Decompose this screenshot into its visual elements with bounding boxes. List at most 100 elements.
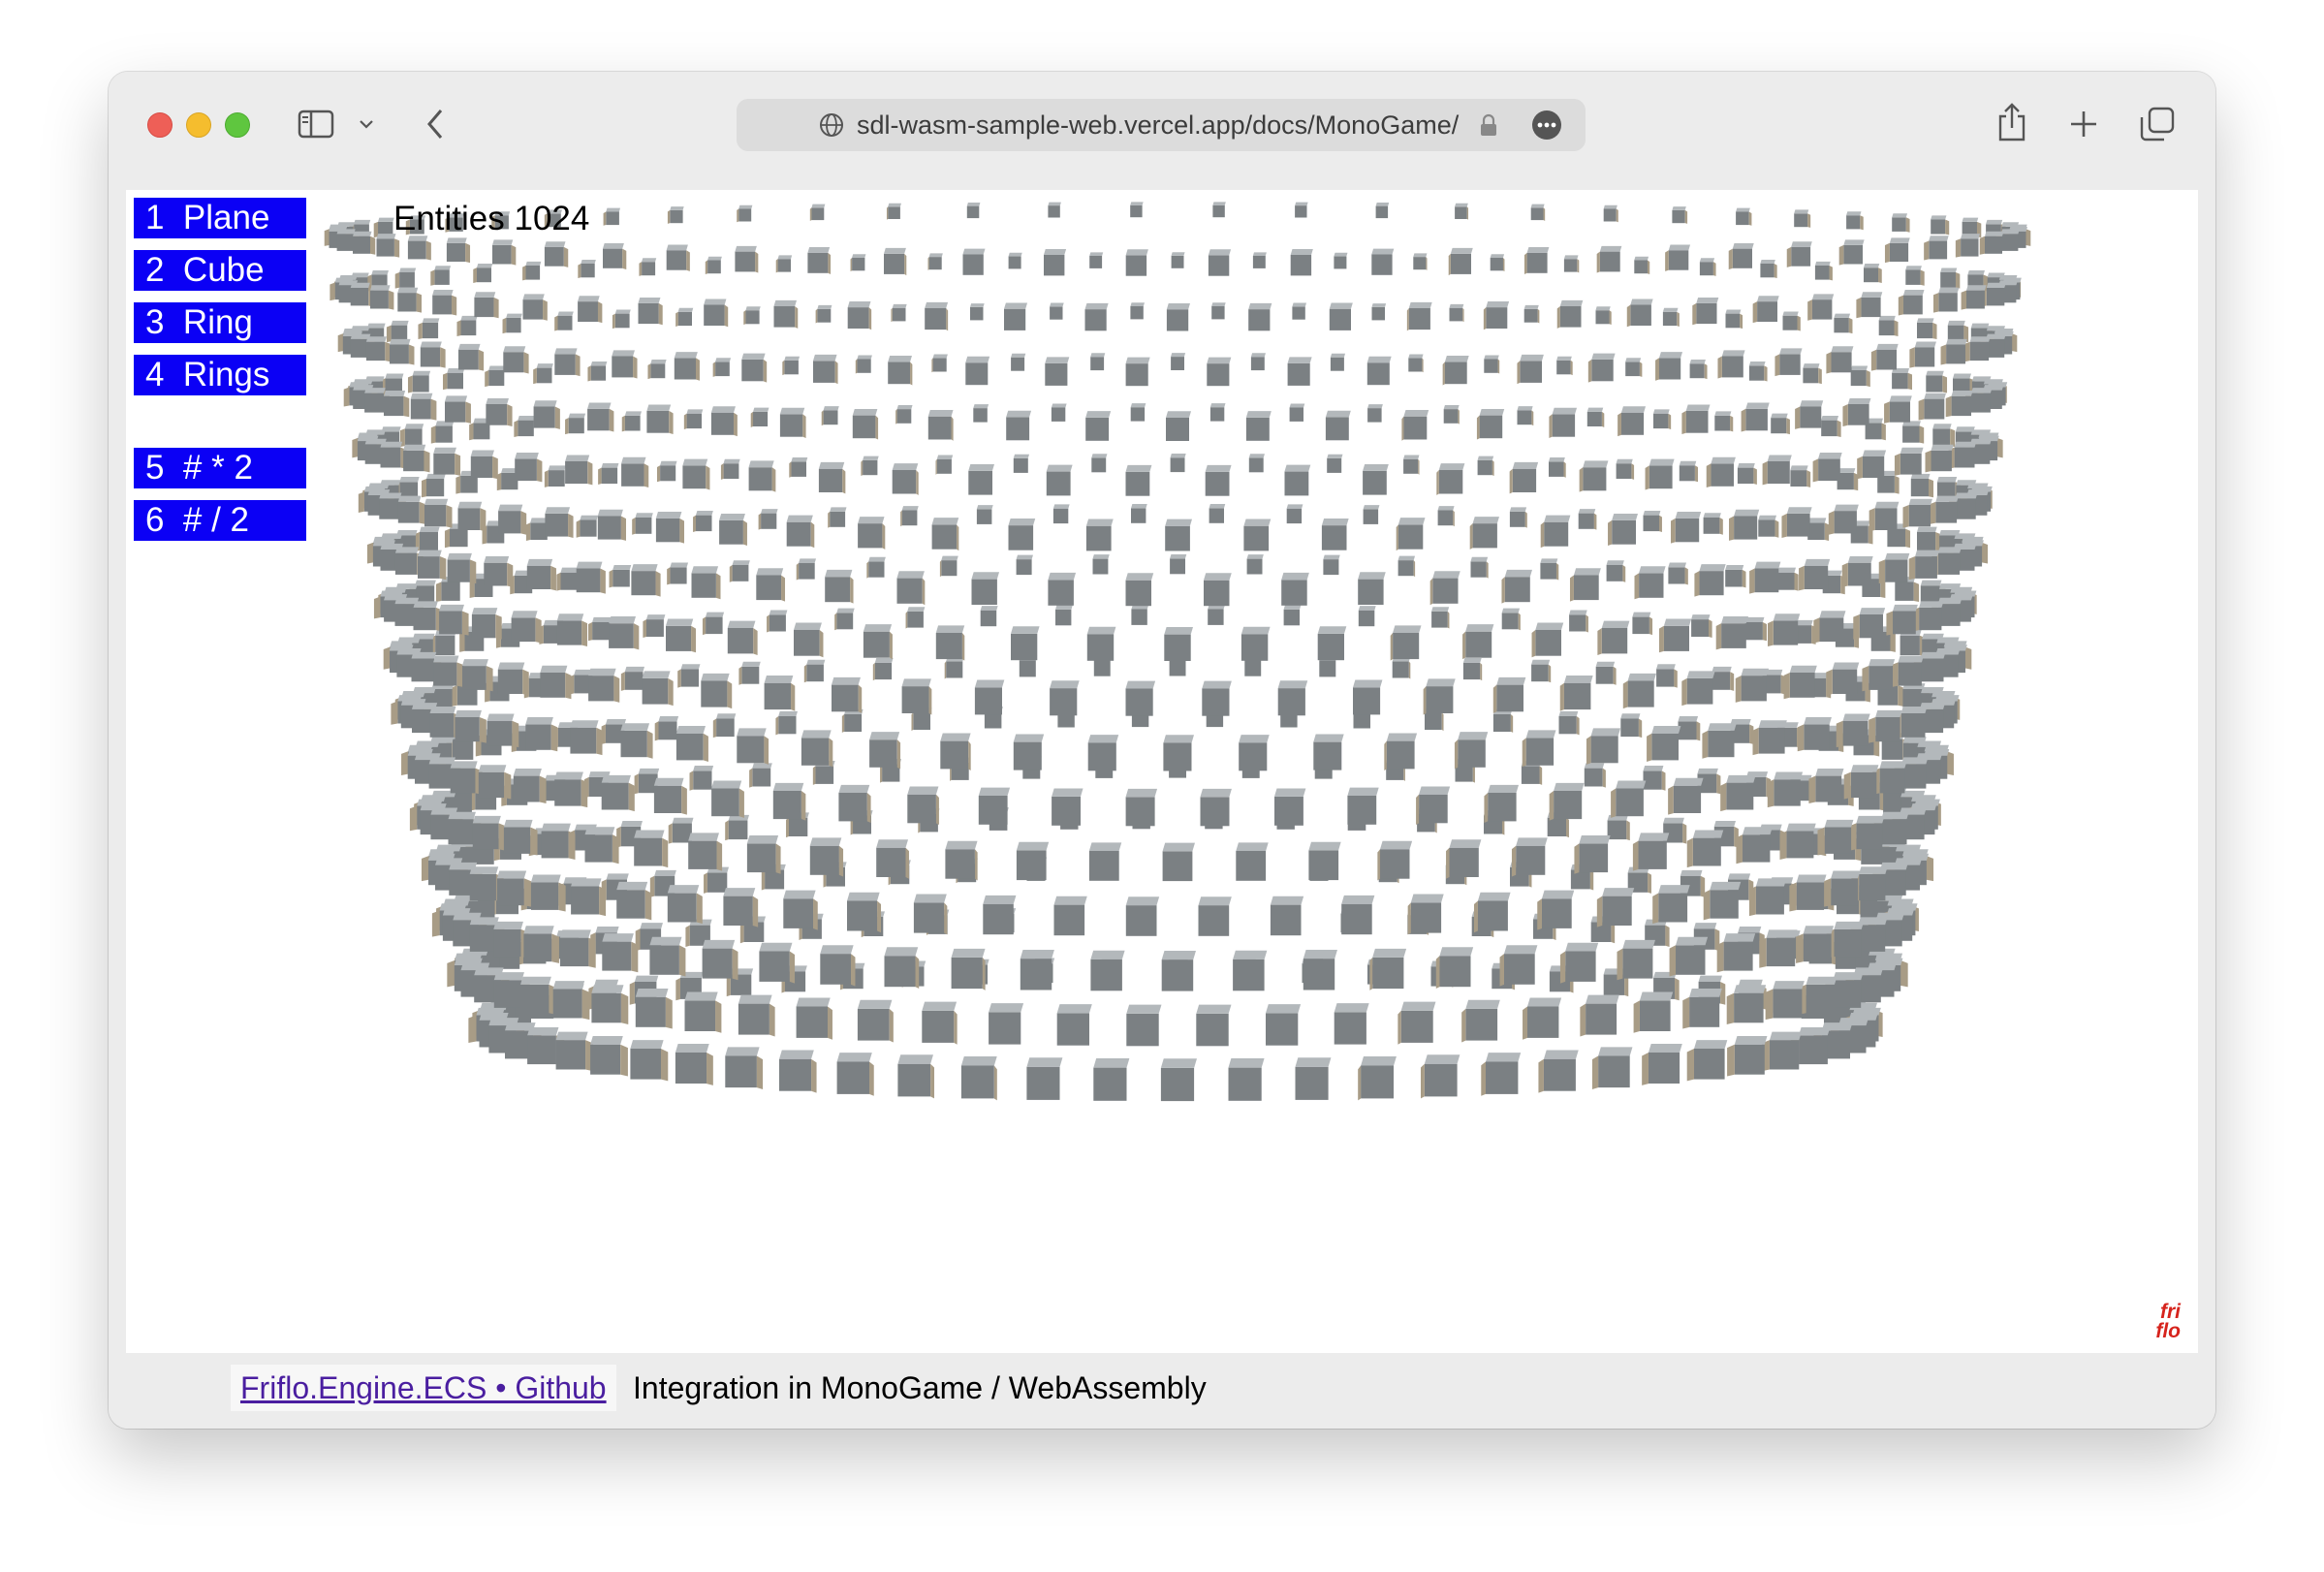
cube-face (1516, 845, 1546, 875)
cube-side (554, 315, 558, 331)
cube-face (460, 475, 478, 493)
cube-face (1347, 796, 1377, 825)
double-entities-button[interactable]: 5 # * 2 (134, 448, 306, 488)
github-link[interactable]: Friflo.Engine.ECS • Github (231, 1365, 616, 1411)
minimize-window-button[interactable] (186, 112, 211, 138)
cube-top (384, 390, 406, 396)
cube-face (1565, 951, 1596, 982)
cube-top (1738, 979, 1763, 987)
cube-button[interactable]: 2 Cube (134, 250, 306, 291)
ring-button[interactable]: 3 Ring (134, 302, 306, 343)
cube-top (1209, 403, 1226, 408)
cube-top (426, 473, 446, 480)
cube-top (1643, 511, 1661, 516)
cube-face (1935, 501, 1958, 523)
rings-button[interactable]: 4 Rings (134, 355, 306, 395)
cube-side (550, 724, 558, 752)
halve-entities-button[interactable]: 6 # / 2 (134, 500, 306, 541)
chevron-down-icon[interactable] (357, 114, 376, 134)
cube-top (965, 356, 990, 363)
cube-face (1334, 1012, 1366, 1045)
cube-side (629, 981, 635, 1005)
cube-top (1869, 659, 1896, 667)
cube-side (1580, 1003, 1586, 1037)
cube-face (1673, 785, 1702, 813)
cube-top (913, 894, 947, 903)
sidebar-toggle-icon[interactable] (297, 107, 335, 141)
cube-side (891, 307, 893, 323)
cube-face (1685, 410, 1709, 433)
cube-top (1087, 735, 1119, 743)
cube-face (1878, 320, 1895, 336)
plane-button[interactable]: 1 Plane (134, 198, 306, 238)
cube-side (1639, 362, 1643, 377)
close-window-button[interactable] (147, 112, 173, 138)
cube-face (1877, 475, 1895, 493)
cube-top (907, 786, 939, 795)
cube-top (1045, 357, 1070, 363)
cube-face (1375, 205, 1389, 219)
zoom-window-button[interactable] (225, 112, 250, 138)
cube-top (1786, 507, 1812, 514)
cube-side (601, 724, 606, 744)
cube-face (836, 613, 854, 630)
cube-face (670, 209, 683, 224)
cube-face (1205, 471, 1230, 496)
cube-face (727, 628, 754, 654)
cube-top (973, 404, 989, 409)
cube-face (1125, 905, 1157, 936)
cube-face (897, 1063, 931, 1097)
cube-side (875, 415, 879, 440)
cube-face (1919, 607, 1942, 631)
cube-face (1484, 359, 1498, 373)
cube-top (394, 547, 420, 553)
game-canvas[interactable]: 1 Plane 2 Cube 3 Ring 4 Rings 5 # * 2 6 … (126, 190, 2198, 1353)
cube-face (1649, 465, 1673, 489)
cube-face (1424, 1063, 1458, 1097)
cube-side (491, 215, 495, 231)
cube-face (1563, 259, 1578, 272)
cube-face (847, 307, 869, 329)
cube-top (630, 1040, 664, 1049)
cube-side (1626, 304, 1631, 328)
cube-face (1329, 308, 1351, 330)
cube-side (502, 317, 507, 334)
cube-face (892, 307, 906, 322)
new-tab-icon[interactable] (2066, 107, 2101, 141)
cube-face (1287, 362, 1310, 386)
cube-face (1879, 768, 1905, 794)
cube-top (654, 869, 676, 876)
page-menu-icon[interactable] (1531, 110, 1562, 141)
share-icon[interactable] (1994, 101, 2029, 143)
cube-side (1472, 764, 1475, 783)
cube-face (941, 560, 958, 577)
cube-side (554, 406, 560, 429)
cube-face (732, 565, 749, 582)
cube-top (791, 457, 808, 462)
cube-side (1720, 981, 1726, 1005)
cube-top (1847, 397, 1871, 405)
cube-side (1880, 579, 1886, 599)
cube-face (1889, 401, 1910, 423)
cube-top (1803, 926, 1835, 934)
cube-face (612, 356, 634, 378)
back-icon[interactable] (421, 107, 450, 141)
cube-face (857, 359, 871, 373)
cube-top (578, 296, 600, 302)
cube-top (548, 465, 567, 471)
cube-face (715, 362, 730, 377)
cube-top (688, 833, 719, 841)
tab-overview-icon[interactable] (2138, 105, 2177, 143)
cube-side (370, 236, 376, 255)
cube-face (447, 559, 470, 582)
cube-top (1125, 788, 1158, 798)
cube-face (966, 205, 980, 219)
cube-top (1796, 874, 1827, 883)
cube-side (1484, 793, 1489, 824)
address-bar[interactable]: sdl-wasm-sample-web.vercel.app/docs/Mono… (737, 99, 1586, 151)
cube-side (828, 252, 832, 274)
cube-face (913, 712, 930, 730)
cube-top (1881, 811, 1909, 820)
cube-top (1329, 302, 1353, 309)
cube-face (1092, 558, 1109, 575)
